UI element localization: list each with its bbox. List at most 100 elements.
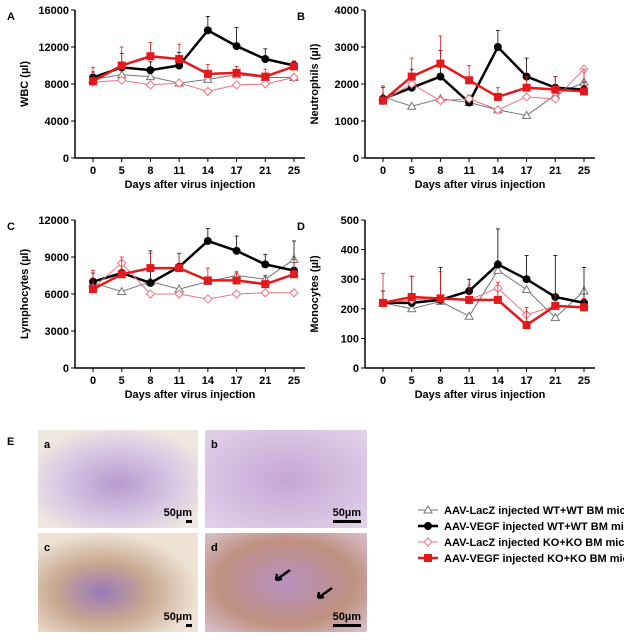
series-line [92,77,295,92]
marker [493,105,503,115]
marker [231,289,242,299]
x-tick-label: 17 [230,165,242,177]
marker [203,26,212,35]
image-d [205,533,367,632]
x-tick-label: 11 [463,165,475,177]
panel-label: E [7,436,14,448]
legend-label: AAV-LacZ injected WT+WT BM mice [444,505,624,517]
series-line [382,295,585,327]
x-tick-label: 25 [288,165,300,177]
x-tick-label: 8 [147,375,153,387]
marker [175,55,184,64]
series-line [92,239,295,285]
scale-label: 50µm [164,611,193,623]
histology-images [38,430,367,632]
marker [145,80,156,90]
marker [290,270,298,279]
x-tick-label: 25 [578,375,590,387]
x-tick-label: 21 [259,375,271,387]
x-tick-label: 25 [578,165,590,177]
x-axis-label: Days after virus injection [125,389,256,401]
y-tick-label: 8000 [45,79,69,91]
series-line [382,44,585,105]
marker [89,285,97,294]
marker [203,69,212,78]
marker [522,83,531,92]
marker [116,286,127,296]
marker [406,303,417,313]
panel-label: B [297,11,305,23]
x-tick-label: 11 [173,165,185,177]
y-tick-label: 100 [341,333,359,345]
marker [289,288,299,298]
scale-label: 50µm [333,507,362,519]
scale-bar [333,520,361,523]
marker [261,260,270,269]
x-tick-label: 11 [173,375,185,387]
x-tick-label: 0 [90,375,96,387]
marker [522,321,531,330]
x-tick-label: 0 [380,165,386,177]
marker [261,55,270,64]
x-tick-label: 5 [119,165,125,177]
series-line [382,287,585,316]
panel-label: D [297,221,305,233]
x-tick-label: 5 [409,375,415,387]
marker [146,264,155,273]
series-line [382,269,585,319]
marker [174,78,184,88]
series-line [92,262,294,300]
marker [406,101,417,110]
marker [580,303,588,312]
marker [580,87,588,96]
series-line [382,68,585,111]
scale-bar [333,624,361,627]
x-tick-label: 14 [202,375,215,387]
y-tick-label: 16000 [38,5,69,17]
marker [464,94,474,104]
marker [232,276,241,285]
y-tick-label: 500 [341,215,359,227]
marker [289,72,299,83]
y-axis-label: Neutrophils (µl) [309,43,321,124]
marker [465,76,474,85]
x-tick-label: 14 [492,165,505,177]
series-line [92,54,295,83]
legend-label: AAV-VEGF injected KO+KO BM mice [444,553,624,565]
marker [117,270,126,279]
y-tick-label: 12000 [38,42,69,54]
marker [407,292,416,301]
marker [117,61,126,70]
image-label: d [211,542,218,554]
y-tick-label: 0 [353,153,359,165]
y-tick-label: 2000 [335,79,359,91]
y-tick-label: 1000 [335,116,359,128]
marker [203,294,213,304]
x-tick-label: 8 [147,165,153,177]
x-tick-label: 5 [119,375,125,387]
y-axis-label: Monocytes (µl) [309,255,321,333]
marker [203,86,213,97]
marker [232,68,241,77]
marker [464,311,475,320]
marker [424,522,432,530]
marker [260,288,270,298]
marker [203,276,212,285]
scale-label: 50µm [164,507,193,519]
marker [493,295,502,304]
marker [145,289,156,299]
marker [175,61,184,70]
scale-label: 50µm [333,611,362,623]
marker [146,52,155,61]
marker [493,92,502,101]
marker [423,537,433,547]
x-tick-label: 0 [380,375,386,387]
marker [551,301,560,310]
marker [436,59,445,68]
series-line [92,266,295,291]
scale-bar [186,624,192,627]
marker [521,284,532,294]
y-axis-label: Lymphocytes (µl) [19,249,31,340]
marker [550,312,561,322]
marker [146,66,155,75]
